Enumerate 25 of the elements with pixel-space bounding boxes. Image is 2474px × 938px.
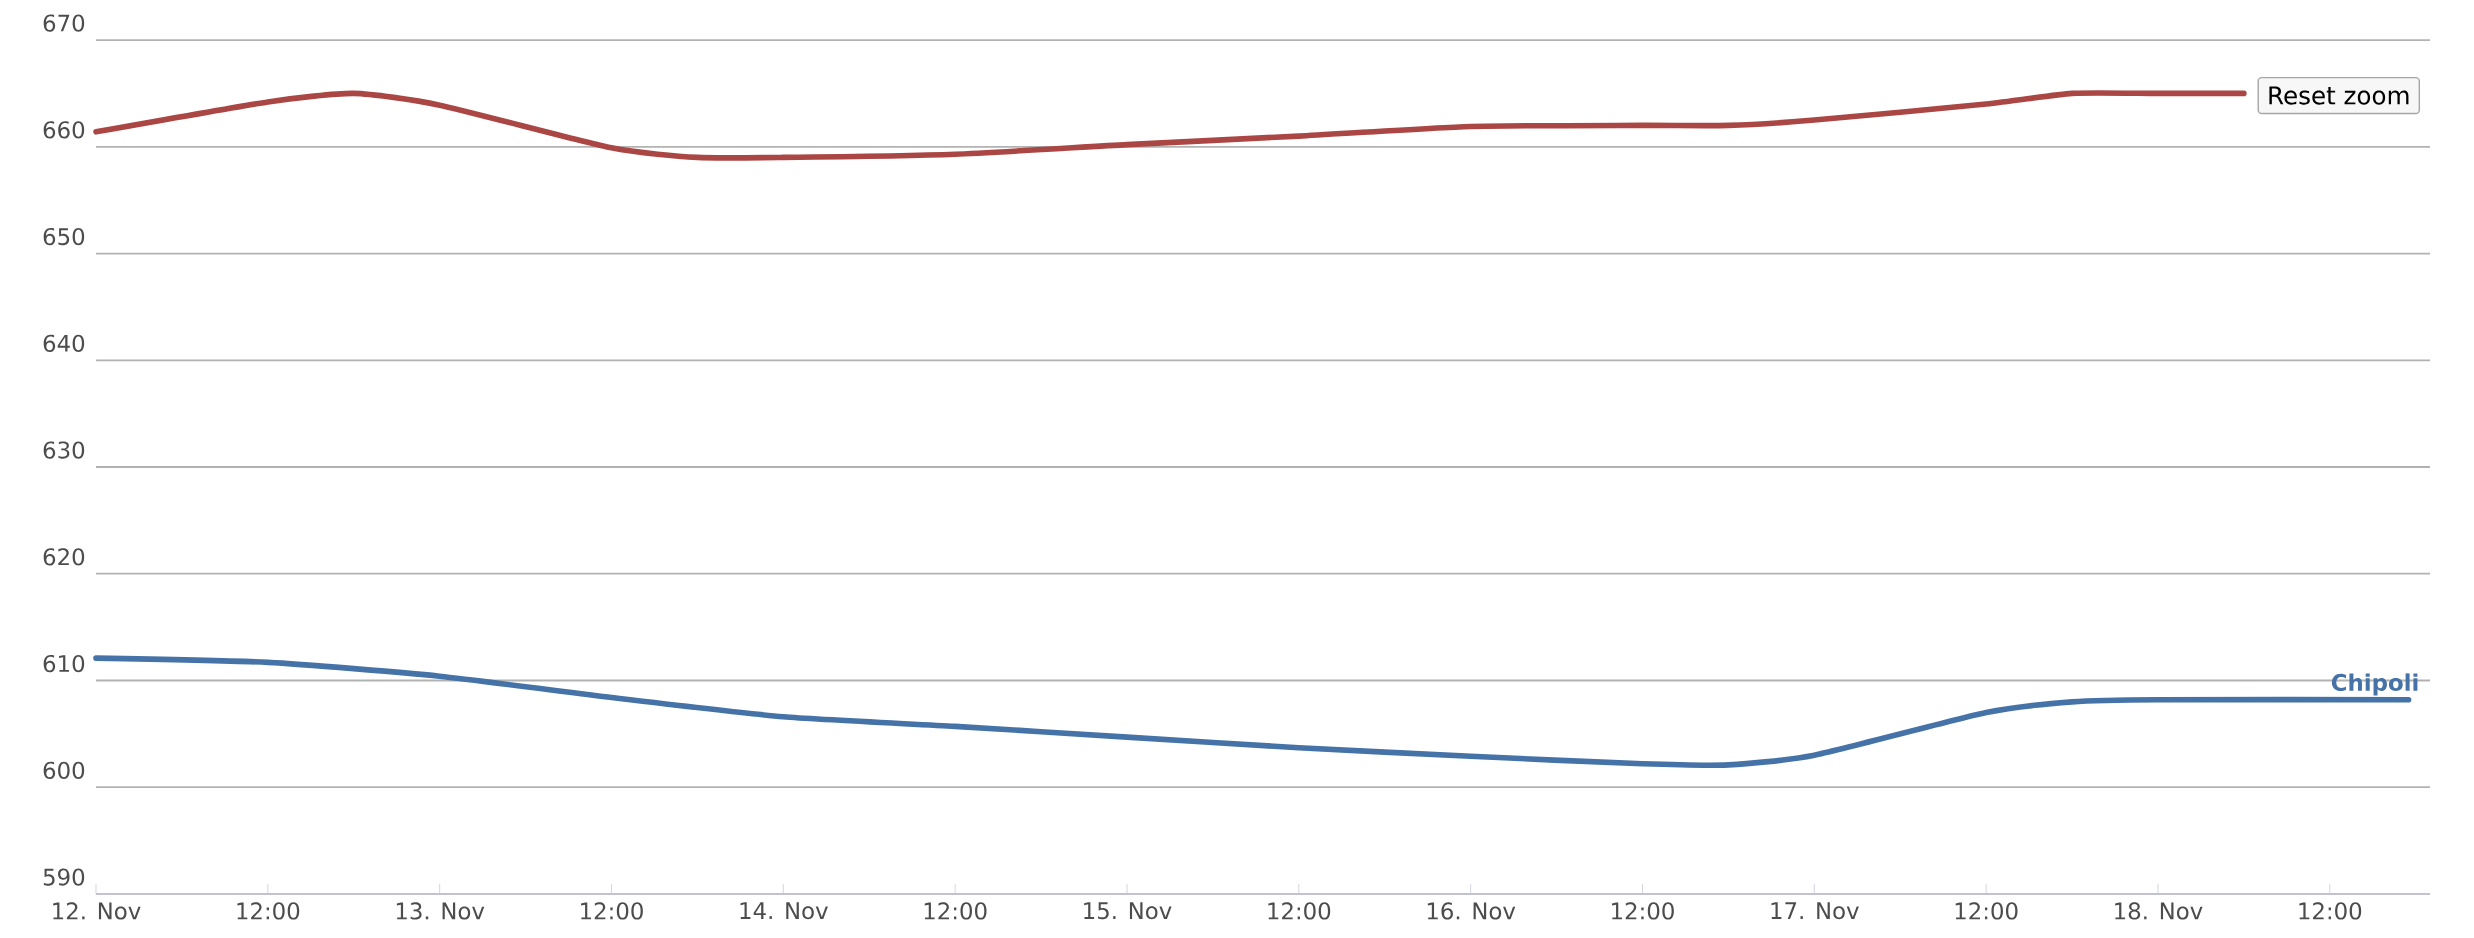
y-tick-label: 650 [43,227,85,246]
x-tick-label: 15. Nov [1084,902,1172,920]
x-tick-label: 12:00 [924,902,987,920]
x-tick-label: 17. Nov [1771,902,1859,920]
y-tick-label: 660 [43,121,85,139]
series-label: Chipoli [2331,673,2418,696]
x-tick-label: 12:00 [2299,902,2362,920]
x-tick-label: 12. Nov [53,902,141,920]
y-tick-label: 610 [43,654,85,673]
x-tick-label: 12:00 [237,902,300,920]
x-tick-label: 16. Nov [1427,902,1516,920]
x-tick-label: 12:00 [1612,902,1674,920]
y-tick-label: 640 [43,334,85,352]
annotation: Reset zoom [2269,86,2409,105]
y-tick-label: 620 [43,548,85,566]
y-tick-label: 590 [43,868,85,886]
y-tick-label: 670 [43,14,85,32]
x-tick-label: 12:00 [1955,902,2018,920]
x-tick-label: 18. Nov [2115,902,2203,920]
x-tick-label: 12:00 [1268,902,1331,920]
x-tick-label: 14. Nov [740,902,828,920]
y-tick-label: 630 [43,441,85,459]
y-tick-label: 600 [43,761,85,779]
x-tick-label: 13. Nov [396,902,485,920]
x-tick-label: 12:00 [581,902,643,920]
